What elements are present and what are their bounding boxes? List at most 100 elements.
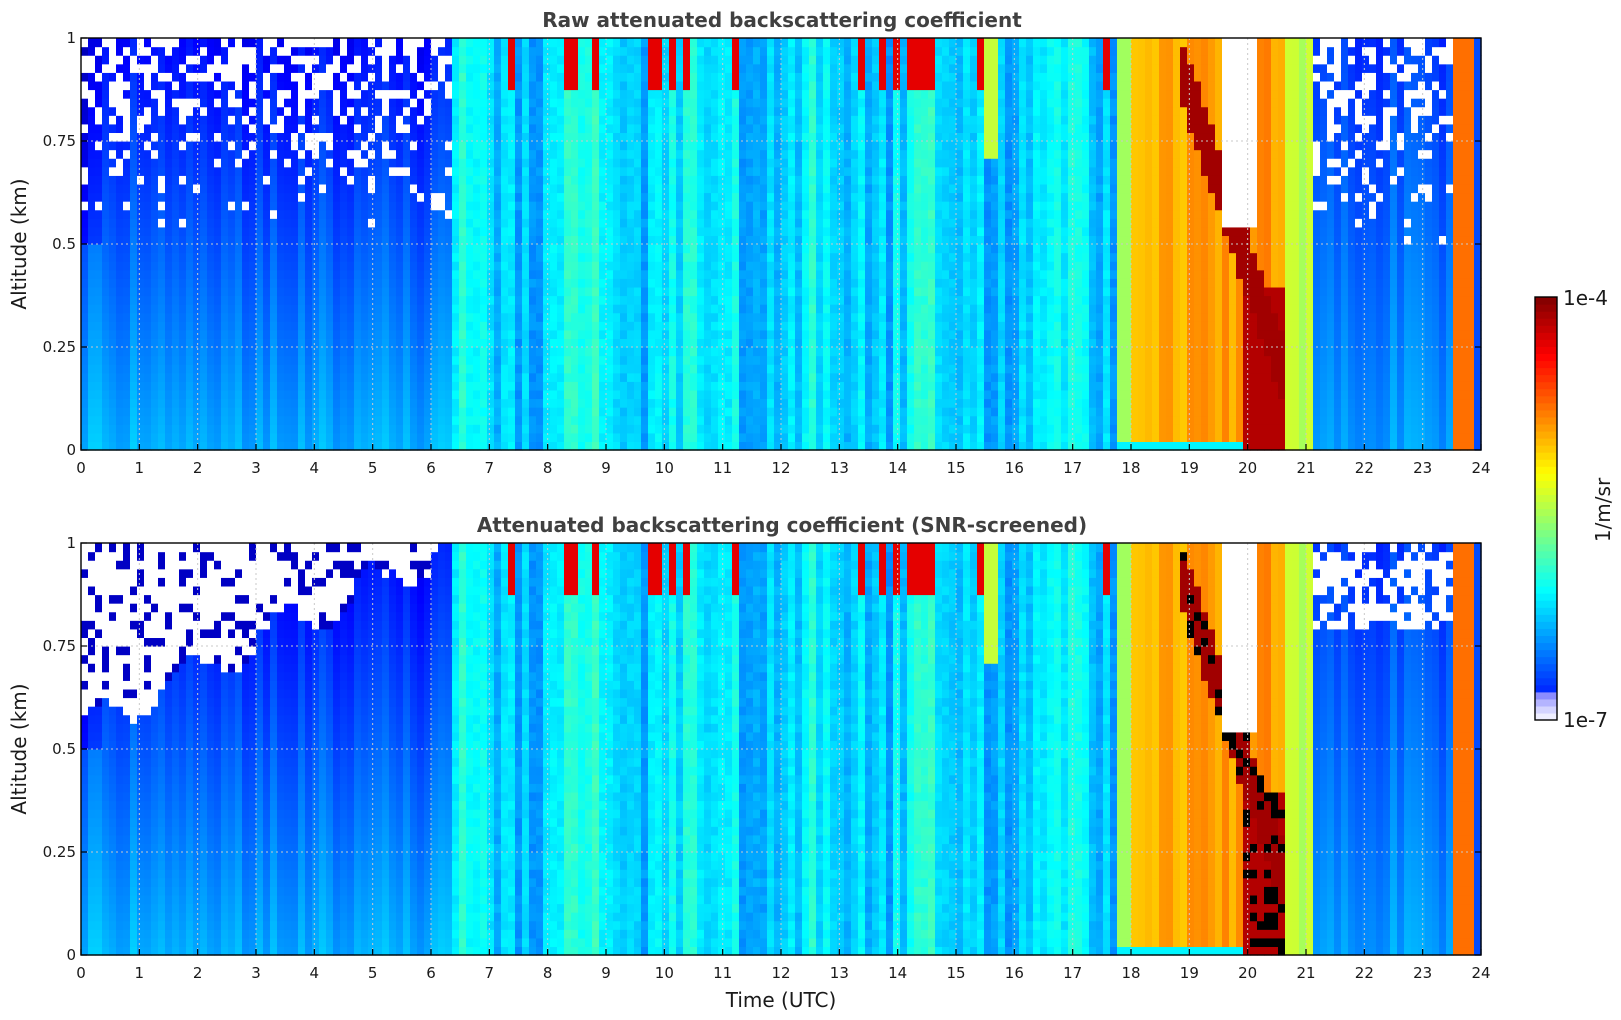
- heatmap-cell: [417, 209, 425, 219]
- heatmap-cell: [543, 295, 551, 305]
- heatmap-cell: [158, 123, 166, 134]
- heatmap-cell: [172, 218, 180, 228]
- heatmap-cell: [382, 244, 390, 254]
- heatmap-cell: [753, 72, 761, 82]
- heatmap-cell: [158, 441, 166, 451]
- heatmap-cell: [284, 132, 292, 142]
- heatmap-cell: [697, 338, 705, 348]
- heatmap-cell: [347, 80, 355, 91]
- heatmap-cell: [592, 235, 600, 245]
- heatmap-cell: [627, 441, 635, 451]
- heatmap-cell: [669, 278, 677, 288]
- heatmap-cell: [333, 123, 341, 134]
- heatmap-cell: [655, 304, 663, 314]
- heatmap-cell: [592, 38, 600, 48]
- heatmap-cell: [746, 46, 754, 56]
- heatmap-cell: [634, 355, 642, 365]
- heatmap-cell: [291, 183, 299, 194]
- heatmap-cell: [494, 218, 502, 228]
- heatmap-cell: [795, 46, 803, 56]
- heatmap-cell: [571, 278, 579, 288]
- heatmap-cell: [424, 149, 432, 159]
- heatmap-cell: [263, 432, 271, 443]
- heatmap-cell: [627, 269, 635, 279]
- heatmap-cell: [473, 98, 481, 108]
- heatmap-cell: [284, 72, 292, 82]
- heatmap-cell: [690, 286, 698, 297]
- heatmap-cell: [494, 432, 502, 443]
- heatmap-cell: [144, 389, 152, 400]
- heatmap-cell: [543, 261, 551, 271]
- heatmap-cell: [193, 192, 201, 202]
- heatmap-cell: [172, 364, 180, 374]
- heatmap-cell: [81, 55, 89, 65]
- heatmap-cell: [431, 46, 439, 56]
- heatmap-cell: [382, 46, 390, 56]
- heatmap-cell: [200, 89, 208, 99]
- heatmap-cell: [284, 141, 292, 151]
- heatmap-cell: [550, 115, 558, 125]
- heatmap-cell: [368, 132, 376, 142]
- heatmap-cell: [354, 63, 362, 73]
- heatmap-cell: [312, 80, 320, 91]
- heatmap-cell: [606, 72, 614, 82]
- heatmap-cell: [648, 192, 656, 202]
- heatmap-cell: [571, 89, 579, 99]
- heatmap-cell: [354, 364, 362, 374]
- heatmap-cell: [564, 115, 572, 125]
- heatmap-cell: [109, 183, 117, 194]
- heatmap-cell: [417, 192, 425, 202]
- heatmap-cell: [627, 46, 635, 56]
- heatmap-cell: [277, 252, 285, 262]
- heatmap-cell: [284, 364, 292, 374]
- heatmap-cell: [592, 381, 600, 391]
- heatmap-cell: [340, 218, 348, 228]
- heatmap-cell: [249, 141, 257, 151]
- heatmap-cell: [452, 132, 460, 142]
- heatmap-cell: [179, 364, 187, 374]
- heatmap-cell: [263, 312, 271, 322]
- heatmap-cell: [424, 89, 432, 99]
- heatmap-cell: [354, 389, 362, 400]
- heatmap-cell: [424, 244, 432, 254]
- heatmap-cell: [480, 89, 488, 99]
- heatmap-cell: [172, 192, 180, 202]
- heatmap-cell: [109, 38, 117, 48]
- heatmap-cell: [172, 389, 180, 400]
- heatmap-cell: [578, 441, 586, 451]
- heatmap-cell: [277, 72, 285, 82]
- heatmap-cell: [375, 304, 383, 314]
- heatmap-cell: [795, 80, 803, 91]
- heatmap-cell: [634, 158, 642, 168]
- heatmap-cell: [767, 175, 775, 185]
- heatmap-cell: [298, 269, 306, 279]
- heatmap-cell: [431, 312, 439, 322]
- heatmap-cell: [445, 372, 453, 382]
- heatmap-cell: [802, 441, 810, 451]
- heatmap-cell: [452, 321, 460, 331]
- heatmap-cell: [578, 338, 586, 348]
- heatmap-cell: [536, 364, 544, 374]
- heatmap-cell: [130, 424, 138, 434]
- heatmap-cell: [361, 269, 369, 279]
- heatmap-cell: [340, 355, 348, 365]
- heatmap-cell: [81, 192, 89, 202]
- heatmap-cell: [718, 304, 726, 314]
- heatmap-cell: [179, 72, 187, 82]
- heatmap-cell: [760, 355, 768, 365]
- heatmap-cell: [417, 304, 425, 314]
- heatmap-cell: [627, 286, 635, 297]
- heatmap-cell: [760, 441, 768, 451]
- heatmap-cell: [410, 252, 418, 262]
- heatmap-cell: [613, 321, 621, 331]
- heatmap-cell: [102, 338, 110, 348]
- heatmap-cell: [662, 244, 670, 254]
- heatmap-cell: [270, 183, 278, 194]
- heatmap-cell: [529, 106, 537, 116]
- heatmap-cell: [438, 132, 446, 142]
- heatmap-cell: [424, 355, 432, 365]
- heatmap-cell: [305, 89, 313, 99]
- heatmap-cell: [592, 252, 600, 262]
- heatmap-cell: [725, 98, 733, 108]
- heatmap-cell: [123, 407, 131, 417]
